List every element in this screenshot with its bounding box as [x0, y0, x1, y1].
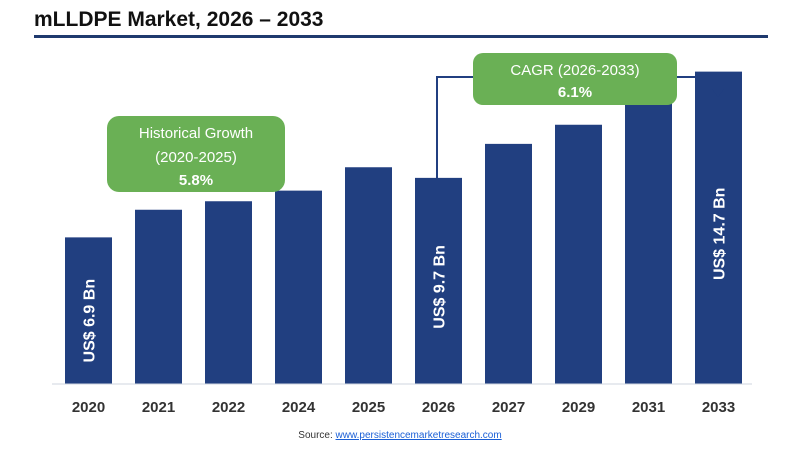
data-label-2020: US$ 6.9 Bn: [82, 279, 99, 363]
bar-2021: [135, 209, 182, 384]
tick-label-2021: 2021: [142, 399, 175, 416]
cagr-box: [473, 53, 677, 105]
data-labels-layer: US$ 6.9 Bn US$ 9.7 Bn US$ 14.7 Bn: [82, 188, 729, 363]
cagr-label: CAGR (2026-2033): [510, 62, 639, 79]
bar-2026: [415, 177, 462, 384]
cagr-arrowhead-icon: [712, 89, 724, 97]
bar-2020: [65, 237, 112, 384]
bar-2027: [485, 143, 532, 384]
historical-growth-callout: Historical Growth (2020-2025) 5.8%: [107, 116, 285, 192]
cagr-callout: CAGR (2026-2033) 6.1%: [473, 53, 677, 105]
bars-layer: [65, 71, 742, 384]
x-axis-tick-labels: 2020 2021 2022 2024 2025 2026 2027 2029 2031 2033: [72, 399, 735, 416]
bar-2025: [345, 167, 392, 384]
tick-label-2033: 2033: [702, 399, 735, 416]
title-underline: [34, 35, 768, 38]
chart-title: mLLDPE Market, 2026 – 2033: [34, 8, 324, 31]
data-label-2026: US$ 9.7 Bn: [432, 245, 449, 329]
historical-growth-value: 5.8%: [179, 172, 213, 189]
historical-growth-period: (2020-2025): [155, 149, 237, 166]
tick-label-2027: 2027: [492, 399, 525, 416]
cagr-connector-line: [436, 76, 473, 186]
cagr-connector-arrow-line: [677, 76, 719, 90]
tick-label-2025: 2025: [352, 399, 385, 416]
tick-label-2020: 2020: [72, 399, 105, 416]
tick-label-2026: 2026: [422, 399, 455, 416]
data-label-2033: US$ 14.7 Bn: [712, 188, 729, 280]
tick-label-2029: 2029: [562, 399, 595, 416]
bar-2024: [275, 190, 322, 384]
source-link[interactable]: www.persistencemarketresearch.com: [335, 430, 502, 441]
bar-2031: [625, 97, 672, 384]
bar-2029: [555, 124, 602, 384]
tick-label-2022: 2022: [212, 399, 245, 416]
cagr-value: 6.1%: [558, 84, 592, 101]
historical-growth-label: Historical Growth: [139, 125, 253, 142]
bar-chart: 2020 2021 2022 2024 2025 2026 2027 2029 2031 2033…: [52, 53, 752, 416]
historical-growth-box: [107, 116, 285, 192]
source-label: Source:: [298, 430, 336, 441]
tick-label-2024: 2024: [282, 399, 316, 416]
bar-2022: [205, 201, 252, 384]
source-note: Source: www.persistencemarketresearch.co…: [0, 430, 800, 441]
tick-label-2031: 2031: [632, 399, 665, 416]
bar-2033: [695, 71, 742, 384]
